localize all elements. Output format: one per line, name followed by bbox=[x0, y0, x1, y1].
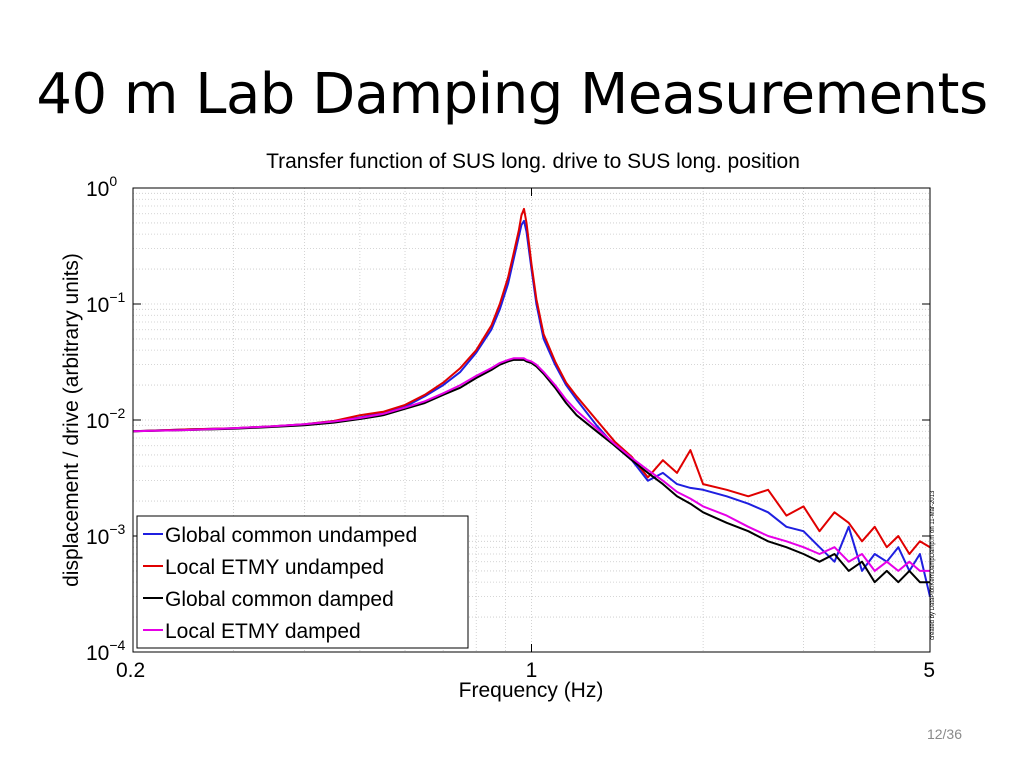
x-tick-label: 1 bbox=[526, 659, 538, 682]
legend-label: Local ETMY undamped bbox=[165, 556, 384, 579]
x-tick-label: 0.2 bbox=[116, 659, 145, 682]
y-tick-label: 100 bbox=[86, 173, 117, 201]
legend-label: Global common damped bbox=[165, 588, 394, 611]
x-tick-label: 5 bbox=[923, 659, 935, 682]
y-axis-label: displacement / drive (arbitrary units) bbox=[60, 253, 83, 587]
ticks: 0.2 1 5 100 10−1 10−2 10−3 10−4 bbox=[86, 173, 935, 682]
y-tick-label: 10−2 bbox=[86, 405, 126, 433]
legend: Global common undamped Local ETMY undampe… bbox=[136, 515, 469, 649]
slide-title: 40 m Lab Damping Measurements bbox=[36, 62, 988, 127]
y-tick-label: 10−1 bbox=[86, 289, 126, 317]
series-line bbox=[132, 219, 931, 597]
x-axis-label: Frequency (Hz) bbox=[459, 679, 604, 702]
legend-label: Global common undamped bbox=[165, 524, 417, 547]
series-line bbox=[132, 207, 931, 555]
y-tick-label: 10−3 bbox=[86, 521, 126, 549]
legend-box bbox=[136, 515, 469, 649]
legend-label: Local ETMY damped bbox=[165, 620, 361, 643]
series-line bbox=[132, 358, 930, 584]
page-number: 12/36 bbox=[926, 726, 962, 742]
plot-lines bbox=[132, 207, 931, 597]
series-line bbox=[132, 357, 930, 572]
y-tick-label: 10−4 bbox=[86, 637, 126, 665]
chart-title: Transfer function of SUS long. drive to … bbox=[266, 150, 800, 173]
plot-annotation: created by DataPlot/KemDampDamp.m on 11-… bbox=[930, 490, 936, 640]
